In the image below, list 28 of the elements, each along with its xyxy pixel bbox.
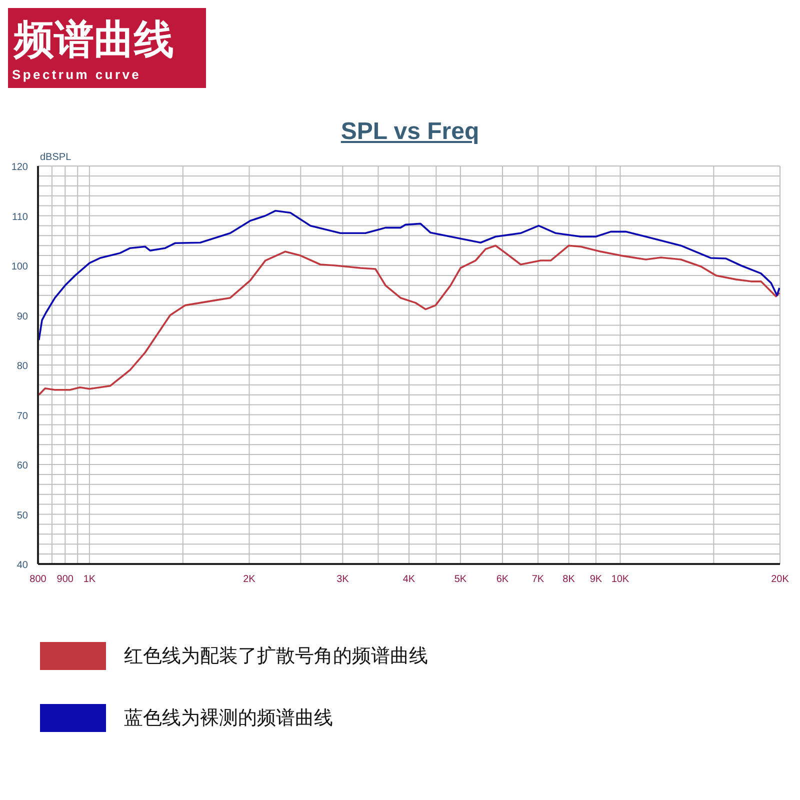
x-tick-label: 800 <box>30 574 47 585</box>
x-tick-label: 5K <box>454 574 467 585</box>
x-tick-label: 10K <box>611 574 630 585</box>
chart-title: SPL vs Freq <box>340 118 480 147</box>
text: 频谱曲线 <box>12 16 175 65</box>
x-tick-label: 4K <box>402 574 416 585</box>
x-tick-label: 20K <box>771 574 790 585</box>
y-tick-label: 70 <box>16 410 28 422</box>
y-tick-label: 90 <box>16 311 28 322</box>
y-tick-label: 40 <box>16 560 28 571</box>
y-tick-label: 100 <box>11 262 28 272</box>
x-tick-label: 2K <box>243 574 256 585</box>
legend-label: 蓝色线为裸测的频谱曲线 <box>124 706 333 731</box>
x-tick-label: 6K <box>496 574 509 585</box>
x-tick-label: 8K <box>562 574 576 585</box>
x-tick-label: 3K <box>336 574 350 585</box>
y-tick-label: 80 <box>16 361 28 372</box>
x-tick-label: 900 <box>56 574 74 585</box>
legend-label: 红色线为配装了扩散号角的频谱曲线 <box>124 644 428 669</box>
text: Spectrum curve <box>11 67 142 82</box>
y-tick-label: 60 <box>16 460 28 472</box>
y-tick-label: 110 <box>12 212 28 223</box>
x-tick-label: 1K <box>83 574 96 585</box>
x-tick-label: 9K <box>590 574 602 585</box>
y-axis-title: dBSPL <box>40 152 72 163</box>
x-tick-label: 7K <box>532 574 544 585</box>
y-tick-label: 120 <box>11 162 28 173</box>
y-tick-label: 50 <box>16 510 28 522</box>
